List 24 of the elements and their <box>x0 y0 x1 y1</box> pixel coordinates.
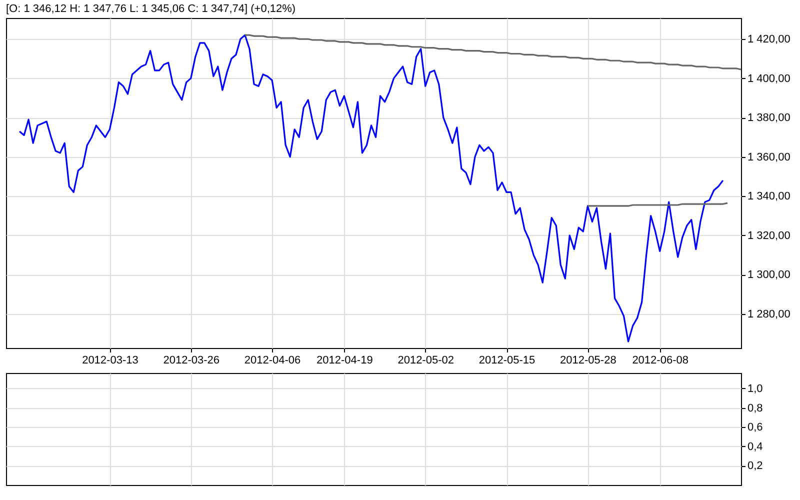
y-tick-label: 1 420,00 <box>748 34 790 46</box>
y-tick-label: 0,8 <box>748 402 763 414</box>
x-tick-label: 2012-04-06 <box>244 354 301 366</box>
y-tick-label: 1 340,00 <box>748 190 790 203</box>
y-tick-label: 1 280,00 <box>748 308 790 321</box>
x-tick-label: 2012-03-13 <box>82 354 138 366</box>
x-tick-label: 2012-03-26 <box>163 354 220 366</box>
x-tick-label: 2012-05-15 <box>478 354 536 366</box>
y-tick-label: 1 320,00 <box>748 230 790 242</box>
y-tick-label: 0,2 <box>748 460 763 472</box>
line-series <box>244 34 741 70</box>
line-series <box>18 34 724 342</box>
x-tick-label: 2012-06-08 <box>632 354 688 366</box>
x-tick-label: 2012-05-28 <box>560 354 616 366</box>
y-tick-label: 1 400,00 <box>748 72 790 85</box>
x-tick-label: 2012-05-02 <box>398 354 454 366</box>
y-tick-label: 0,6 <box>748 422 763 434</box>
y-tick-label: 1 380,00 <box>748 112 790 124</box>
y-tick-label: 1 300,00 <box>748 269 790 282</box>
chart-title: [O: 1 346,12 H: 1 347,76 L: 1 345,06 C: 1 347,74] (+0,12%) <box>6 3 296 15</box>
y-tick-label: 1 360,00 <box>748 151 790 164</box>
x-tick-label: 2012-04-19 <box>316 354 373 366</box>
y-tick-label: 1,0 <box>748 382 763 395</box>
y-tick-label: 0,4 <box>748 440 763 453</box>
